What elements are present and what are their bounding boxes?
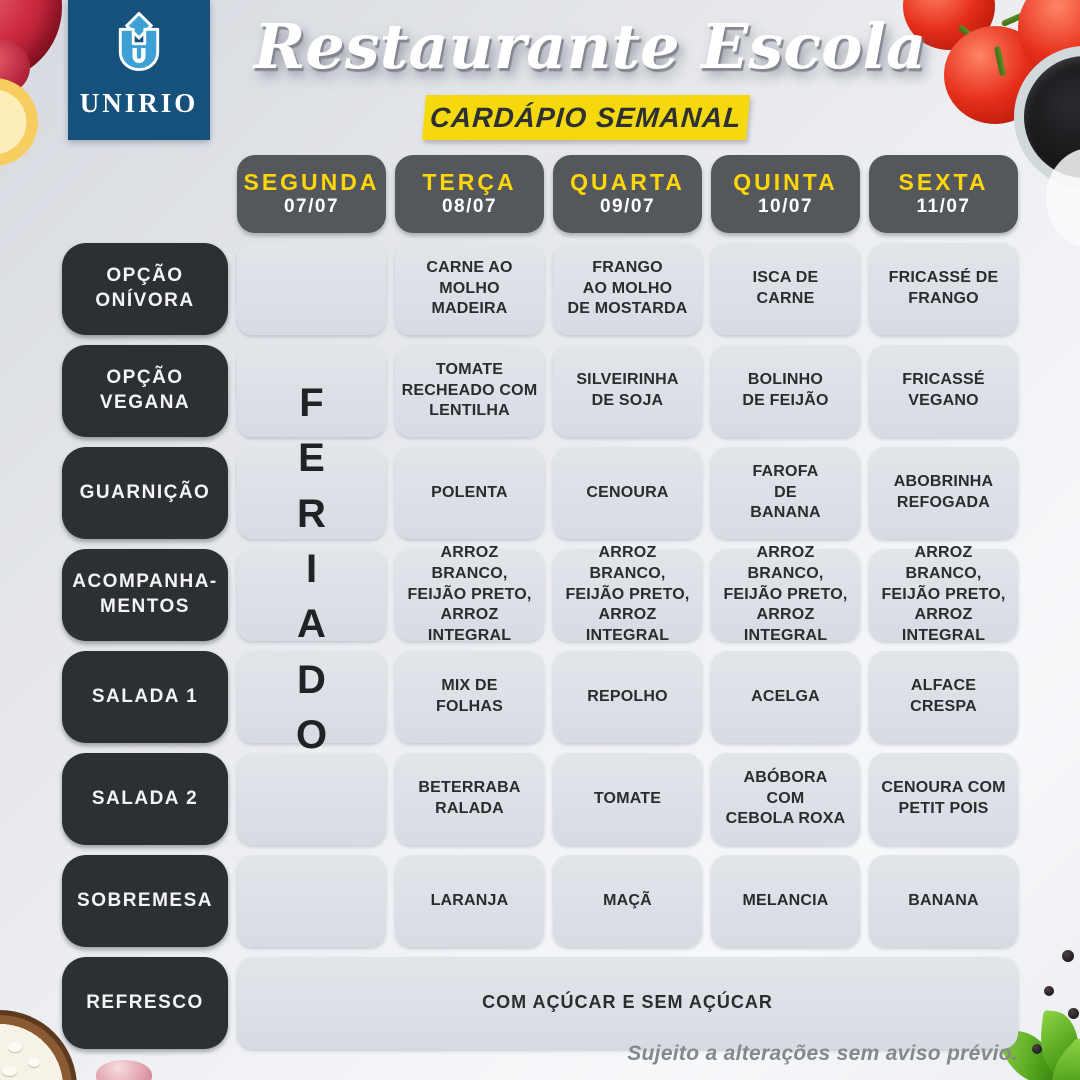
- holiday-letter: E: [298, 436, 325, 481]
- menu-cell: BANANA: [869, 855, 1018, 947]
- menu-cell: ARROZ BRANCO, FEIJÃO PRETO, ARROZ INTEGR…: [869, 544, 1018, 644]
- unirio-logo-text: UNIRIO: [79, 88, 199, 118]
- menu-cell: FRICASSÉ VEGANO: [869, 345, 1018, 437]
- menu-cell: LARANJA: [395, 855, 544, 947]
- row-label-guarnicao: GUARNIÇÃO: [62, 447, 228, 539]
- menu-cell: SILVEIRINHA DE SOJA: [553, 345, 702, 437]
- day-date: 09/07: [599, 195, 656, 217]
- row-label-salada-1: SALADA 1: [62, 651, 228, 743]
- day-header-quarta: QUARTA 09/07: [553, 155, 702, 233]
- holiday-letter: O: [295, 712, 328, 757]
- menu-cell: FAROFA DE BANANA: [711, 447, 860, 539]
- lemon-slice-photo: [0, 78, 38, 166]
- menu-cell: BETERRABA RALADA: [395, 753, 544, 845]
- day-header-segunda: SEGUNDA 07/07: [237, 155, 386, 233]
- day-date: 08/07: [441, 195, 498, 217]
- row-label-opcao-vegana: OPÇÃO VEGANA: [62, 345, 228, 437]
- menu-cell: ARROZ BRANCO, FEIJÃO PRETO, ARROZ INTEGR…: [553, 544, 702, 644]
- day-date: 07/07: [283, 195, 340, 217]
- menu-cell: BOLINHO DE FEIJÃO: [711, 345, 860, 437]
- disclaimer-note: Sujeito a alterações sem aviso prévio.: [627, 1042, 1018, 1065]
- menu-cell: CENOURA: [553, 447, 702, 539]
- row-label-salada-2: SALADA 2: [62, 753, 228, 845]
- subtitle-ribbon: CARDÁPIO SEMANAL: [422, 95, 750, 140]
- menu-cell: ABOBRINHA REFOGADA: [869, 447, 1018, 539]
- menu-cell: ABÓBORA COM CEBOLA ROXA: [711, 753, 860, 845]
- rice-bowl-photo: [28, 1058, 40, 1067]
- page-title: Restaurante Escola: [253, 10, 927, 83]
- menu-cell: TOMATE RECHEADO COM LENTILHA: [395, 345, 544, 437]
- day-name: SEGUNDA: [243, 169, 380, 196]
- day-header-quinta: QUINTA 10/07: [711, 155, 860, 233]
- menu-cell: ALFACE CRESPA: [869, 651, 1018, 743]
- row-label-opcao-onivora: OPÇÃO ONÍVORA: [62, 243, 228, 335]
- day-name: QUINTA: [733, 169, 838, 196]
- day-name: QUARTA: [570, 169, 685, 196]
- menu-cell: CARNE AO MOLHO MADEIRA: [395, 243, 544, 335]
- menu-cell: [237, 345, 386, 437]
- peppercorns-photo: [1044, 986, 1054, 996]
- menu-cell: ARROZ BRANCO, FEIJÃO PRETO, ARROZ INTEGR…: [395, 544, 544, 644]
- unirio-logo: UNIRIO: [68, 0, 210, 140]
- menu-cell: MIX DE FOLHAS: [395, 651, 544, 743]
- holiday-letter: D: [297, 657, 326, 702]
- menu-cell: [237, 243, 386, 335]
- peppercorns-photo: [1062, 950, 1074, 962]
- garlic-photo: [96, 1060, 152, 1080]
- row-label-sobremesa: SOBREMESA: [62, 855, 228, 947]
- menu-cell: FRICASSÉ DE FRANGO: [869, 243, 1018, 335]
- unirio-logo-icon: [118, 12, 160, 71]
- holiday-letter: R: [297, 491, 326, 536]
- menu-cell: MELANCIA: [711, 855, 860, 947]
- rice-bowl-photo: [8, 1042, 22, 1052]
- holiday-label: F E R I A D O: [237, 383, 386, 755]
- peppercorns-photo: [1068, 1008, 1079, 1019]
- day-name: TERÇA: [422, 169, 517, 196]
- menu-cell: [237, 651, 386, 743]
- peppercorns-photo: [1032, 1044, 1042, 1054]
- menu-cell: ARROZ BRANCO, FEIJÃO PRETO, ARROZ INTEGR…: [711, 544, 860, 644]
- menu-cell: MAÇÃ: [553, 855, 702, 947]
- row-label-acompanhamentos: ACOMPANHA- MENTOS: [62, 549, 228, 641]
- refresco-cell: COM AÇÚCAR E SEM AÇÚCAR: [237, 957, 1018, 1049]
- weekly-menu-table: SEGUNDA 07/07 TERÇA 08/07 QUARTA 09/07 Q…: [62, 155, 1018, 1049]
- day-date: 11/07: [916, 195, 971, 217]
- day-name: SEXTA: [898, 169, 989, 196]
- holiday-letter: A: [297, 602, 326, 647]
- holiday-letter: F: [299, 381, 324, 425]
- menu-cell: FRANGO AO MOLHO DE MOSTARDA: [553, 243, 702, 335]
- menu-cell: REPOLHO: [553, 651, 702, 743]
- day-header-terca: TERÇA 08/07: [395, 155, 544, 233]
- menu-cell: CENOURA COM PETIT POIS: [869, 753, 1018, 845]
- menu-cell: ISCA DE CARNE: [711, 243, 860, 335]
- corner-spacer: [62, 155, 228, 233]
- rice-bowl-photo: [2, 1066, 17, 1076]
- day-header-sexta: SEXTA 11/07: [869, 155, 1018, 233]
- row-label-refresco: REFRESCO: [62, 957, 228, 1049]
- menu-cell: POLENTA: [395, 447, 544, 539]
- holiday-letter: I: [305, 546, 318, 591]
- menu-cell: [237, 549, 386, 641]
- subtitle-text: CARDÁPIO SEMANAL: [429, 101, 743, 133]
- menu-cell: [237, 447, 386, 539]
- menu-cell: [237, 753, 386, 845]
- day-date: 10/07: [757, 195, 814, 217]
- menu-cell: [237, 855, 386, 947]
- menu-cell: ACELGA: [711, 651, 860, 743]
- menu-cell: TOMATE: [553, 753, 702, 845]
